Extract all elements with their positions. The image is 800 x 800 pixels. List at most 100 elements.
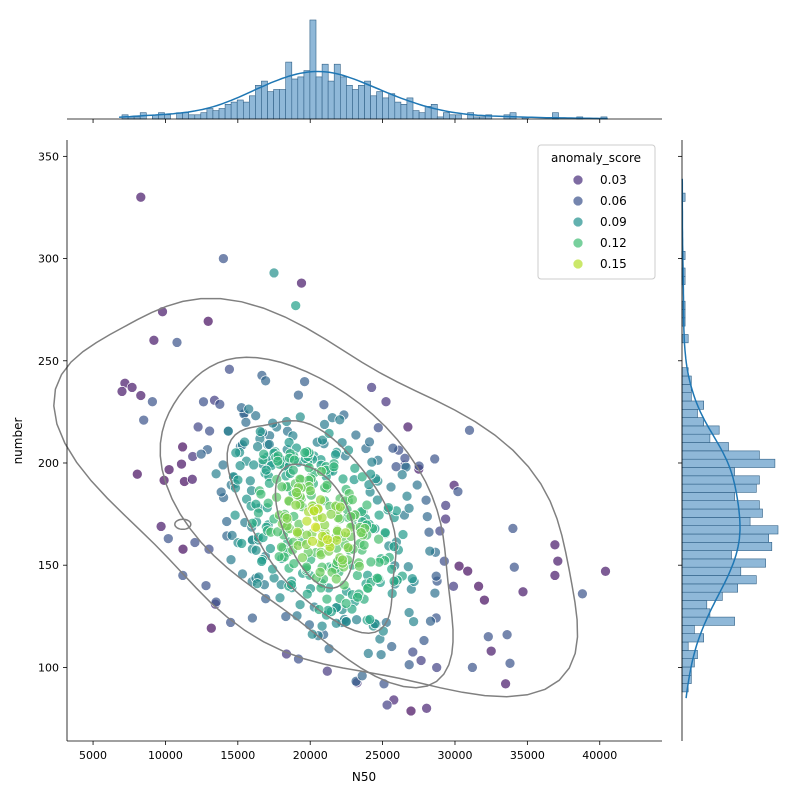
scatter-point <box>283 437 295 448</box>
scatter-point <box>316 466 327 477</box>
scatter-point <box>224 363 235 375</box>
top-histogram-bar <box>243 101 250 120</box>
legend: anomaly_score 0.03 0.06 0.09 0.12 0.15 <box>537 144 656 280</box>
scatter-point <box>281 512 293 524</box>
y-tick-label: 150 <box>38 559 59 572</box>
right-histogram-bar <box>681 600 708 610</box>
legend-label: 0.12 <box>600 236 627 250</box>
scatter-point <box>549 539 561 551</box>
scatter-point <box>473 580 484 592</box>
scatter-point <box>292 526 303 538</box>
scatter-point <box>429 453 441 465</box>
right-histogram-bar <box>681 483 757 493</box>
scatter-point <box>440 500 452 511</box>
scatter-point <box>215 486 227 498</box>
kde-contour <box>174 518 192 531</box>
top-marginal-histogram <box>67 19 662 123</box>
scatter-point <box>317 434 328 446</box>
right-kde-curve <box>681 178 741 699</box>
scatter-point <box>396 469 408 481</box>
scatter-point <box>464 424 475 436</box>
top-histogram-bar <box>418 112 426 120</box>
x-axis-ticks: 5000 10000 15000 20000 25000 30000 35000 40000 <box>79 741 617 762</box>
scatter-point <box>236 538 248 549</box>
kde-contour <box>274 463 356 589</box>
top-histogram-bar <box>394 101 402 120</box>
scatter-point <box>177 543 189 555</box>
top-histogram-bar <box>352 89 359 120</box>
scatter-point <box>361 499 373 511</box>
top-histogram-bar <box>339 76 347 120</box>
scatter-point <box>237 568 248 580</box>
scatter-point <box>448 580 459 592</box>
top-histogram-bar <box>279 89 287 120</box>
scatter-point <box>507 523 519 534</box>
scatter-point <box>421 702 432 714</box>
scatter-point <box>347 494 358 506</box>
right-histogram-bar <box>681 417 705 427</box>
scatter-point <box>234 460 246 472</box>
scatter-point <box>126 382 138 393</box>
scatter-point <box>131 468 143 480</box>
right-marginal-ticks <box>678 155 682 668</box>
scatter-point <box>362 648 374 659</box>
kde-contour <box>226 419 397 634</box>
scatter-point <box>272 455 284 467</box>
scatter-point <box>274 592 286 604</box>
scatter-point <box>260 593 272 605</box>
top-histogram-bar <box>273 89 281 120</box>
scatter-point <box>250 544 262 556</box>
scatter-point <box>517 586 529 598</box>
scatter-point <box>388 541 400 552</box>
scatter-point <box>263 439 275 450</box>
scatter-point <box>375 649 387 660</box>
right-histogram-bar <box>681 533 769 543</box>
top-histogram-bar <box>309 19 317 120</box>
scatter-point <box>214 398 226 410</box>
scatter-point <box>262 497 274 509</box>
scatter-point <box>265 543 276 554</box>
scatter-point <box>418 635 430 646</box>
scatter-point <box>186 473 198 485</box>
x-tick-label: 15000 <box>220 749 255 762</box>
scatter-point <box>252 441 263 453</box>
scatter-point <box>420 494 432 506</box>
scatter-point <box>423 526 435 538</box>
kde-contour <box>159 356 454 689</box>
right-histogram-bar <box>681 525 779 535</box>
scatter-point <box>402 561 414 573</box>
legend-marker <box>572 195 584 207</box>
scatter-point <box>221 516 233 527</box>
scatter-point <box>387 442 399 454</box>
scatter-point <box>244 475 256 487</box>
scatter-point <box>351 614 362 626</box>
scatter-point <box>301 588 313 600</box>
legend-label: 0.09 <box>600 215 627 229</box>
scatter-point <box>316 620 328 632</box>
scatter-point <box>397 529 409 540</box>
scatter-point <box>198 396 209 408</box>
top-histogram-bar <box>297 76 305 120</box>
scatter-point <box>334 414 346 426</box>
scatter-point <box>403 502 415 514</box>
x-tick-label: 20000 <box>293 749 328 762</box>
scatter-point <box>296 277 307 289</box>
scatter-point <box>299 376 310 387</box>
scatter-point <box>549 570 561 581</box>
scatter-point <box>337 554 348 566</box>
x-tick-label: 30000 <box>437 749 472 762</box>
top-histogram-bar <box>345 85 353 120</box>
y-axis-ticks: 100 150 200 250 300 350 <box>38 150 67 674</box>
scatter-point <box>429 587 441 599</box>
scatter-point <box>202 315 214 327</box>
scatter-point <box>210 468 222 480</box>
scatter-point <box>286 579 297 590</box>
scatter-point <box>294 599 306 610</box>
top-histogram-bar <box>358 85 365 120</box>
scatter-point <box>500 678 511 690</box>
scatter-point <box>272 526 283 538</box>
right-marginal-histogram <box>678 140 779 741</box>
legend-label: 0.03 <box>600 173 627 187</box>
top-histogram-bar <box>218 108 226 120</box>
right-histogram-bars <box>681 192 779 693</box>
